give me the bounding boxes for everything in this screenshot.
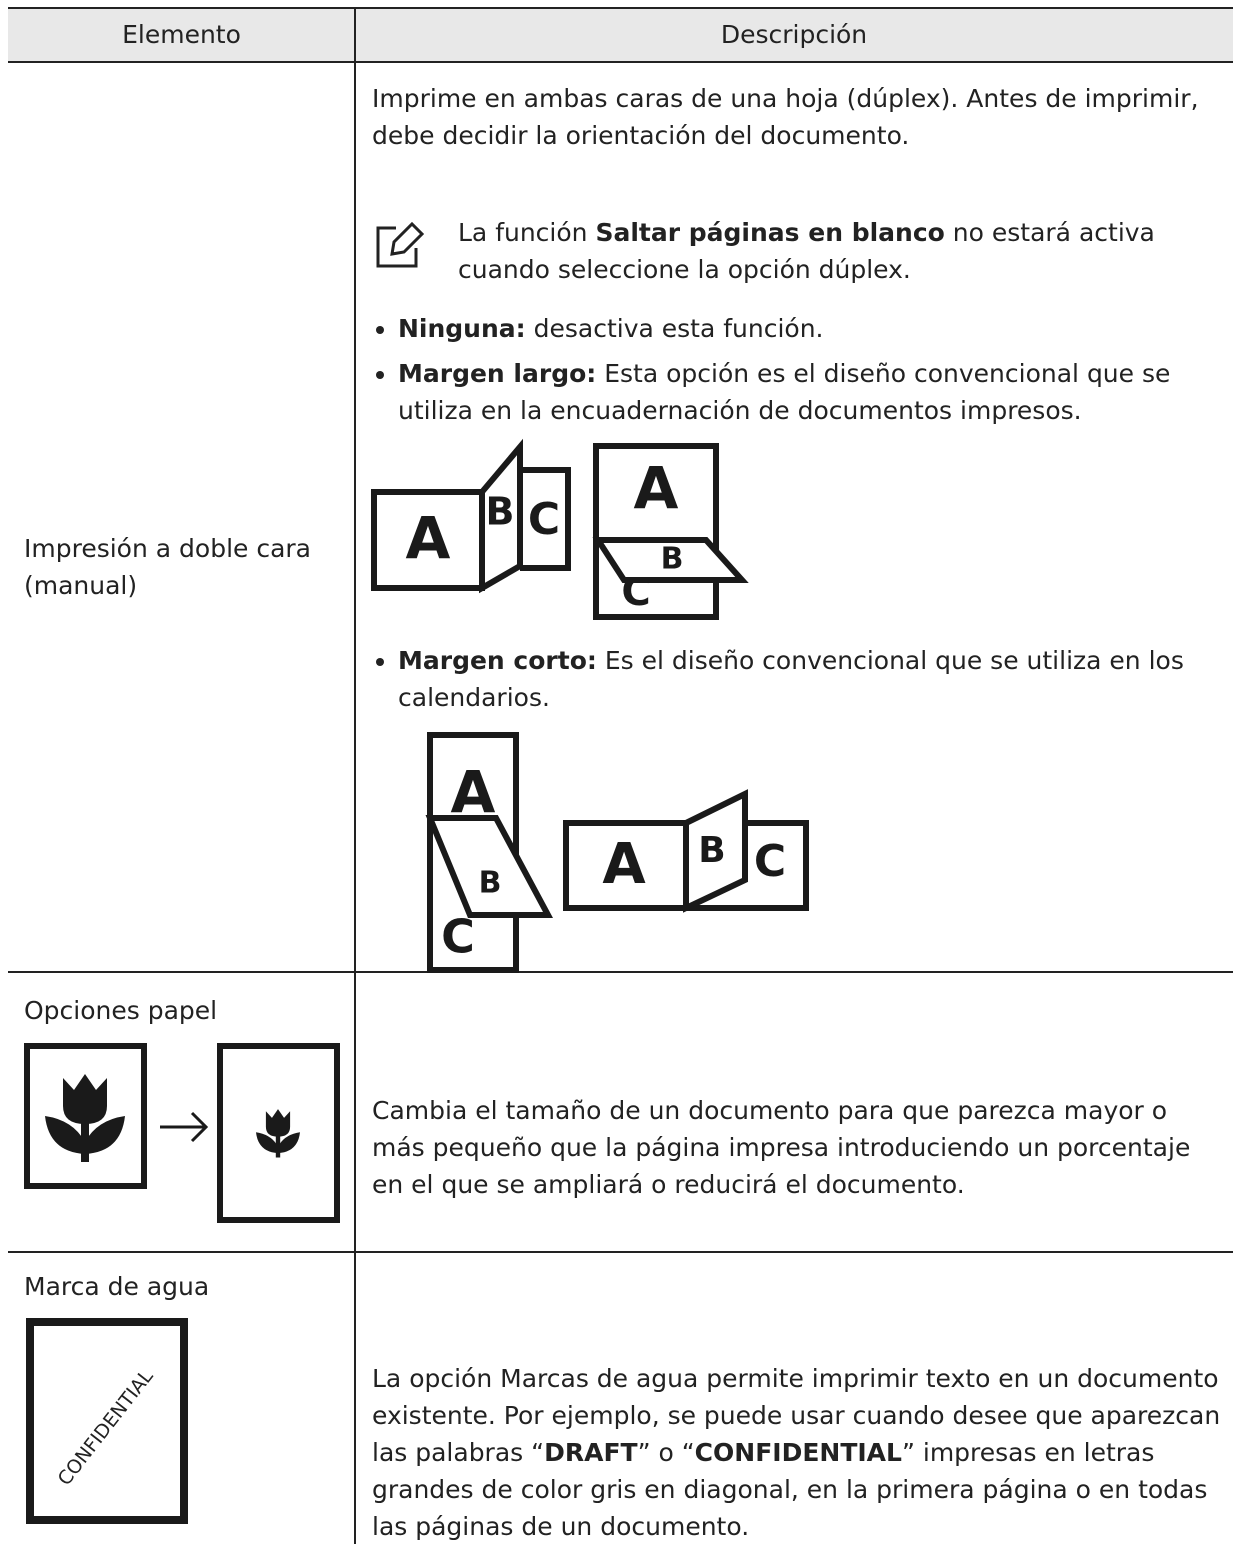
figure-letter: C	[754, 836, 786, 887]
header-bg	[8, 8, 1233, 62]
watermark-sample: CONFIDENTIAL	[54, 1365, 158, 1490]
figure-letter: C	[441, 910, 475, 964]
scale-icon	[24, 1043, 340, 1223]
short-edge-figure: A C B A C B	[425, 732, 809, 973]
figure-letter: C	[528, 494, 560, 545]
description: La opción Marcas de agua permite imprimi…	[372, 1360, 1232, 1545]
table-rules	[8, 7, 1233, 1544]
element-name: Marca de agua	[24, 1272, 210, 1301]
description-emphasis: CONFIDENTIAL	[694, 1438, 902, 1467]
description-text: ” impresas en letras grandes de color gr…	[372, 1438, 1208, 1541]
element-name: Impresión a doble cara (manual)	[24, 534, 311, 600]
figure-letter: B	[661, 542, 684, 577]
header-cell: Elemento	[122, 20, 241, 49]
figure-letter: B	[698, 830, 725, 871]
description: Cambia el tamaño de un documento para qu…	[372, 1096, 1191, 1199]
option-text: Esta opción es el diseño convencional qu…	[398, 359, 1171, 425]
note-icon	[376, 221, 425, 268]
long-edge-figure: C A B A C B	[371, 438, 749, 620]
description-text: ” o “	[637, 1438, 695, 1467]
figure-letter: A	[602, 832, 646, 897]
watermark-icon: CONFIDENTIAL	[26, 1318, 188, 1524]
option-label: Margen largo:	[398, 359, 597, 388]
option-label: Ninguna:	[398, 314, 526, 343]
option-list: Ninguna: desactiva esta función. Margen …	[372, 310, 1202, 437]
figure-letter: B	[479, 866, 502, 901]
element-name: Opciones papel	[24, 996, 218, 1025]
description-emphasis: DRAFT	[544, 1438, 638, 1467]
option-list: Margen corto: Es el diseño convencional …	[372, 642, 1202, 724]
option-text: desactiva esta función.	[525, 314, 824, 343]
note: La función Saltar páginas en blanco no e…	[458, 214, 1228, 288]
description: Imprime en ambas caras de una hoja (dúpl…	[372, 84, 1199, 150]
option-label: Margen corto:	[398, 646, 597, 675]
figure-letter: A	[634, 454, 679, 522]
option: Margen largo: Esta opción es el diseño c…	[398, 355, 1202, 429]
figure-letter: A	[451, 758, 496, 826]
note-text: no estará activa cuando seleccione la op…	[458, 218, 1155, 284]
option: Margen corto: Es el diseño convencional …	[398, 642, 1202, 716]
figure-letter: B	[486, 490, 515, 534]
description-text: La opción Marcas de agua permite imprimi…	[372, 1364, 1221, 1467]
header-cell: Descripción	[720, 20, 868, 49]
option-text: Es el diseño convencional que se utiliza…	[398, 646, 1184, 712]
note-text: La función	[458, 218, 596, 247]
option: Ninguna: desactiva esta función.	[398, 310, 1202, 347]
figure-letter: A	[406, 504, 451, 572]
note-emphasis: Saltar páginas en blanco	[595, 218, 945, 247]
